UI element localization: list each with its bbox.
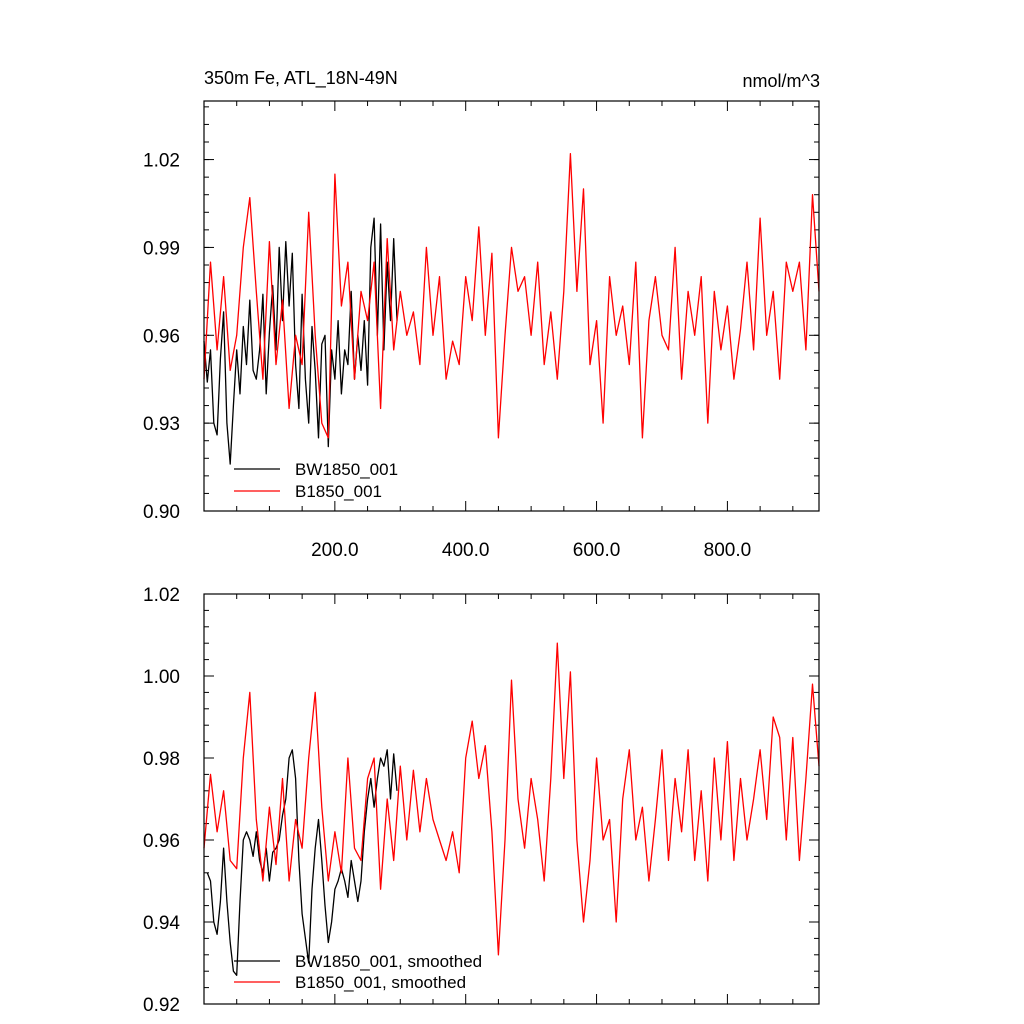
x-tick-label: 200.0 (311, 540, 359, 561)
y-tick-label: 0.90 (143, 502, 180, 523)
plot-series (203, 153, 820, 465)
legend-label: BW1850_001 (295, 460, 398, 479)
y-tick-label: 0.93 (143, 414, 180, 435)
series-line-1 (203, 153, 820, 439)
plot-frame (203, 593, 820, 1005)
series-line-0 (206, 749, 398, 976)
units-label: nmol/m^3 (743, 71, 820, 91)
y-tick-label: 1.02 (143, 585, 180, 606)
series-line-0 (203, 217, 398, 465)
axis-ticks: 200.0 400.0 600.0 800.0 0.90 0.93 0.96 0.99 1.02 (143, 101, 819, 561)
legend-label: B1850_001, smoothed (295, 973, 466, 992)
legend: BW1850_001, smoothed B1850_001, smoothed (234, 952, 482, 992)
plot-frame (203, 100, 820, 512)
x-tick-label: 800.0 (704, 540, 752, 561)
axis-ticks: 0.92 0.94 0.96 0.98 1.00 1.02 (143, 585, 819, 1016)
y-tick-label: 0.92 (143, 995, 180, 1016)
x-tick-label: 600.0 (573, 540, 621, 561)
legend-label: BW1850_001, smoothed (295, 952, 482, 971)
top-panel: 350m Fe, ATL_18N-49N nmol/m^3 200.0 400.0… (143, 68, 820, 561)
y-tick-label: 0.98 (143, 749, 180, 770)
y-tick-label: 1.00 (143, 667, 180, 688)
y-tick-label: 0.99 (143, 238, 180, 259)
legend-label: B1850_001 (295, 482, 382, 501)
chart-title: 350m Fe, ATL_18N-49N (204, 68, 398, 89)
y-tick-label: 0.96 (143, 326, 180, 347)
plot-series (203, 642, 820, 976)
bottom-panel: 0.92 0.94 0.96 0.98 1.00 1.02 BW1850_001, smo… (143, 585, 820, 1016)
series-line-1 (203, 642, 820, 956)
legend: BW1850_001 B1850_001 (234, 460, 398, 501)
y-tick-label: 1.02 (143, 151, 180, 172)
y-tick-label: 0.96 (143, 831, 180, 852)
y-tick-label: 0.94 (143, 913, 180, 934)
x-tick-label: 400.0 (442, 540, 490, 561)
